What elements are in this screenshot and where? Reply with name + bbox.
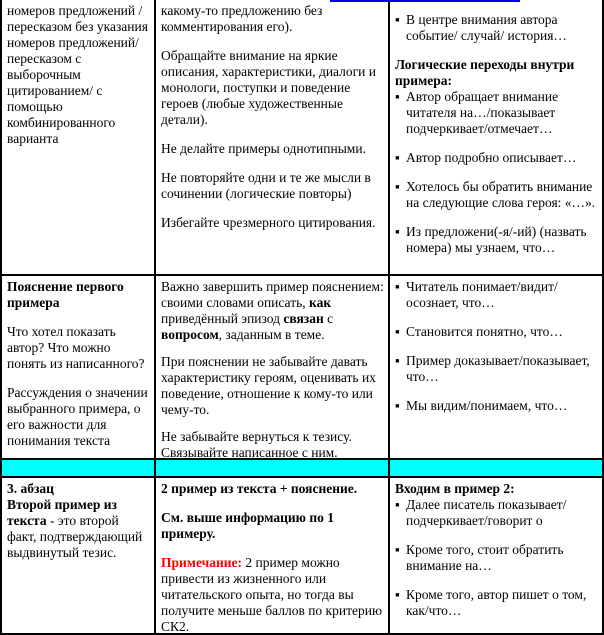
bold-run: вопросом <box>161 327 219 342</box>
square-bullet-icon: ▪ <box>395 324 400 339</box>
bullet-text: Пример доказывает/показывает, что… <box>406 353 590 384</box>
bullet-item: ▪ Становится понятно, что… <box>395 324 598 340</box>
text-run: 2 пример можно привести из жизненного ил… <box>161 555 383 633</box>
table-cell-r2c1: Пояснение первого примера Что хотел пока… <box>2 276 156 460</box>
bullet-text: Из предложени(-я/-ий) (назвать номера) м… <box>406 224 587 255</box>
bold-run: Второй пример из текста <box>7 497 117 528</box>
table-cell-r1c1: номеров предложений / пересказом без ука… <box>2 0 156 276</box>
bullet-text: Автор обращает внимание читателя на…/пок… <box>406 89 559 136</box>
square-bullet-icon: ▪ <box>395 279 400 294</box>
cyan-band-cell <box>2 460 156 478</box>
bullet-item: ▪ Пример доказывает/показывает, что… <box>395 353 598 385</box>
square-bullet-icon: ▪ <box>395 150 400 165</box>
cyan-band-cell <box>390 460 604 478</box>
bold-run: как <box>309 295 332 310</box>
bullet-item: ▪ Из предложени(-я/-ий) (назвать номера) … <box>395 224 598 256</box>
bullet-text: В центре внимания автора событие/ случай… <box>406 12 567 43</box>
bullet-item: ▪ Мы видим/понимаем, что… <box>395 398 598 414</box>
square-bullet-icon: ▪ <box>395 224 400 239</box>
section-heading: 3. абзац <box>7 481 54 496</box>
bullet-text: Автор подробно описывает… <box>406 150 577 165</box>
note-paragraph: Примечание: 2 пример можно привести из ж… <box>161 555 384 633</box>
cell-paragraph: Не повторяйте одни и те же мысли в сочин… <box>161 170 371 201</box>
cell-paragraph: Второй пример из текста - это второй фак… <box>7 497 150 561</box>
cell-paragraph: Не делайте примеры однотипными. <box>161 141 366 156</box>
square-bullet-icon: ▪ <box>395 89 400 104</box>
text-run: , заданным в теме. <box>218 327 325 342</box>
table-cell-r3c1: 3. абзац Второй пример из текста - это в… <box>2 478 156 633</box>
cell-paragraph: Избегайте чрезмерного цитирования. <box>161 215 376 230</box>
cell-paragraph: Не забывайте вернуться к тезису. Связыва… <box>161 429 352 460</box>
square-bullet-icon: ▪ <box>395 398 400 413</box>
cell-paragraph: какому-то предложению без комментировани… <box>161 3 323 34</box>
note-label: Примечание: <box>161 555 243 570</box>
bullet-text: Мы видим/понимаем, что… <box>406 398 568 413</box>
hyperlink-underline-fragment[interactable] <box>330 0 520 2</box>
table-cell-r1c2: какому-то предложению без комментировани… <box>156 0 390 276</box>
table-cell-r3c2: 2 пример из текста + пояснение. См. выше… <box>156 478 390 633</box>
bullet-text: Кроме того, автор пишет о том, как/что… <box>406 587 587 618</box>
square-bullet-icon: ▪ <box>395 353 400 368</box>
text-run: с <box>323 311 334 326</box>
cell-paragraph: Рассуждения о значении выбранного пример… <box>7 385 148 448</box>
cell-paragraph: Обращайте внимание на яркие описания, ха… <box>161 48 377 127</box>
text-run: приведённый эпизод <box>161 311 284 326</box>
cell-paragraph: номеров предложений / пересказом без ука… <box>7 3 148 146</box>
bullet-item: ▪ Хотелось бы обратить внимание на следую… <box>395 179 598 211</box>
table-cell-r2c2: Важно завершить пример пояснением: своим… <box>156 276 390 460</box>
bullet-item: ▪ Кроме того, автор пишет о том, как/что… <box>395 587 598 619</box>
square-bullet-icon: ▪ <box>395 587 400 602</box>
table-cell-r3c3: Входим в пример 2: ▪ Далее писатель показ… <box>390 478 604 633</box>
text-run: - это второй факт, подтверждающий выдвин… <box>7 513 143 560</box>
bullet-text: Хотелось бы обратить внимание на следующ… <box>406 179 596 210</box>
text-run: Важно завершить пример пояснением: своим… <box>161 279 384 310</box>
square-bullet-icon: ▪ <box>395 12 400 27</box>
square-bullet-icon: ▪ <box>395 179 400 194</box>
square-bullet-icon: ▪ <box>395 497 400 512</box>
bullet-item: ▪ Читатель понимает/видит/осознает, что… <box>395 279 598 311</box>
bullet-item: ▪ В центре внимания автора событие/ случа… <box>395 12 598 44</box>
section-heading: 2 пример из текста + пояснение. <box>161 481 358 496</box>
cell-paragraph: Что хотел показать автор? Что можно поня… <box>7 324 145 371</box>
section-heading: Входим в пример 2: <box>395 481 515 496</box>
section-heading: Логические переходы внутри примера: <box>395 57 575 88</box>
bullet-item: ▪ Далее писатель показывает/ подчеркивает… <box>395 497 598 529</box>
bullet-text: Становится понятно, что… <box>406 324 563 339</box>
bullet-item: ▪ Автор подробно описывает… <box>395 150 598 166</box>
cyan-band-cell <box>156 460 390 478</box>
square-bullet-icon: ▪ <box>395 542 400 557</box>
table-cell-r1c3: ▪ В центре внимания автора событие/ случа… <box>390 0 604 276</box>
section-heading: Пояснение первого примера <box>7 279 124 310</box>
bullet-text: Читатель понимает/видит/осознает, что… <box>406 279 558 310</box>
bullet-item: ▪ Кроме того, стоит обратить внимание на… <box>395 542 598 574</box>
table-cell-r2c3: ▪ Читатель понимает/видит/осознает, что… … <box>390 276 604 460</box>
bold-run: связан <box>283 311 324 326</box>
bullet-text: Кроме того, стоит обратить внимание на… <box>406 542 564 573</box>
section-heading: См. выше информацию по 1 примеру. <box>161 510 334 541</box>
bullet-text: Далее писатель показывает/ подчеркивает/… <box>406 497 567 528</box>
cell-paragraph: При пояснении не забывайте давать характ… <box>161 354 376 417</box>
cell-paragraph: Важно завершить пример пояснением: своим… <box>161 279 384 343</box>
bullet-item: ▪ Автор обращает внимание читателя на…/по… <box>395 89 598 137</box>
